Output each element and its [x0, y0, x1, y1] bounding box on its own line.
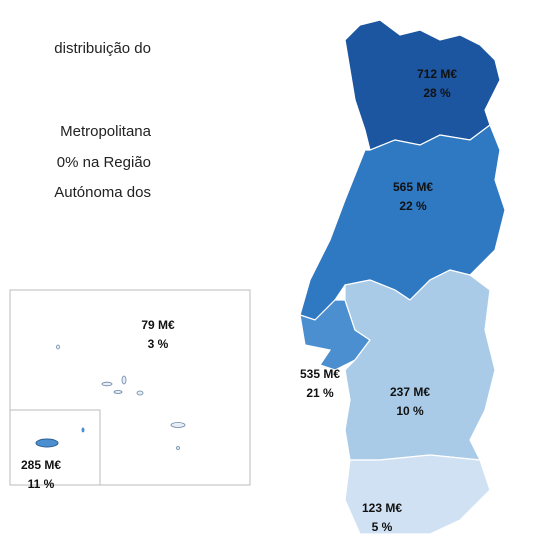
madeira-island: [35, 438, 59, 448]
labels: 712 M€ 28 % 565 M€ 22 % 535 M€ 21 % 237 M€ 10 %…: [21, 67, 457, 534]
region-share: 5 %: [372, 520, 393, 534]
region-amount: 237 M€: [390, 385, 430, 399]
island: [56, 344, 60, 350]
text-line: 0% na Região: [57, 154, 151, 171]
region-amount: 565 M€: [393, 180, 433, 194]
region: [344, 269, 496, 461]
text-line: distribuição do: [54, 40, 151, 57]
region-amount: 79 M€: [141, 318, 175, 332]
region-share: 22 %: [399, 199, 427, 213]
porto-santo-island: [81, 427, 85, 433]
text-line: Metropolitana: [60, 123, 152, 140]
island: [176, 446, 180, 450]
text-line: Autónoma dos: [54, 184, 151, 201]
islands-frame: [9, 289, 251, 486]
region: [344, 19, 501, 151]
region: [344, 454, 491, 534]
paragraph: distribuição do Metropolitana 0% na Região…: [54, 40, 151, 201]
island: [101, 381, 113, 387]
madeira-frame: [9, 409, 101, 486]
azores-islands: [56, 344, 186, 450]
island: [170, 422, 186, 428]
island: [113, 390, 123, 394]
region-amount: 123 M€: [362, 501, 402, 515]
island: [121, 375, 127, 385]
region-amount: 712 M€: [417, 67, 457, 81]
region-amount: 285 M€: [21, 458, 61, 472]
region-amount: 535 M€: [300, 367, 340, 381]
island: [136, 390, 144, 396]
region-share: 28 %: [423, 86, 451, 100]
mainland: [299, 19, 506, 534]
region-share: 11 %: [28, 477, 55, 491]
region-share: 10 %: [396, 404, 424, 418]
region-share: 21 %: [306, 386, 334, 400]
region-share: 3 %: [148, 337, 169, 351]
